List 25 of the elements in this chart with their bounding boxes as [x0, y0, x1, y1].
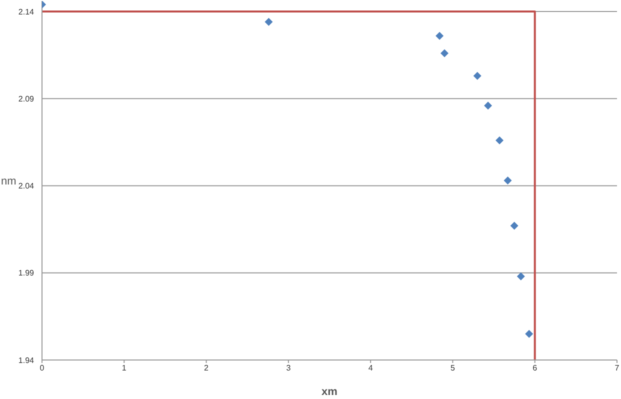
x-tick-label: 4 — [368, 364, 374, 373]
x-tick-label: 1 — [122, 364, 127, 373]
point — [473, 72, 482, 80]
point — [264, 18, 273, 26]
point — [510, 222, 518, 230]
y-tick-label: 1.99 — [18, 268, 35, 278]
point — [504, 176, 512, 184]
y-tick-label: 1.94 — [18, 356, 35, 365]
x-tick-label: 6 — [532, 364, 538, 373]
point — [484, 102, 492, 110]
y-tick-label: 2.09 — [18, 94, 35, 104]
x-tick-label: 0 — [40, 364, 45, 373]
y-axis-title: nm — [1, 175, 16, 188]
point — [440, 49, 448, 58]
point — [516, 272, 525, 280]
x-tick-label: 2 — [204, 364, 210, 373]
y-tick-label: 2.14 — [18, 7, 35, 16]
point — [525, 330, 534, 338]
x-tick-label: 5 — [450, 364, 456, 373]
x-axis-title: xm — [322, 386, 338, 398]
point — [496, 136, 504, 144]
x-tick-label: 7 — [614, 364, 620, 373]
x-tick-label: 3 — [286, 364, 292, 373]
point — [436, 32, 444, 40]
y-tick-label: 2.04 — [18, 182, 35, 191]
